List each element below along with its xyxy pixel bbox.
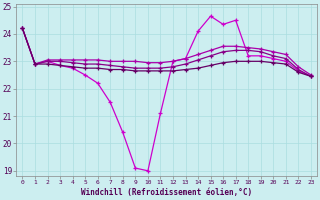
X-axis label: Windchill (Refroidissement éolien,°C): Windchill (Refroidissement éolien,°C) xyxy=(81,188,252,197)
